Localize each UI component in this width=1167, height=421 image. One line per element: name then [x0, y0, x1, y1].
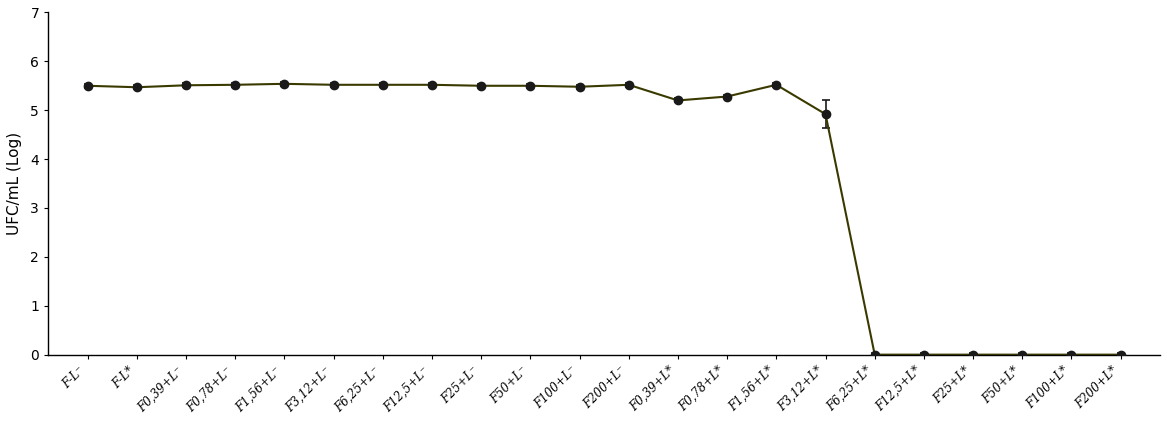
- Y-axis label: UFC/mL (Log): UFC/mL (Log): [7, 132, 22, 235]
